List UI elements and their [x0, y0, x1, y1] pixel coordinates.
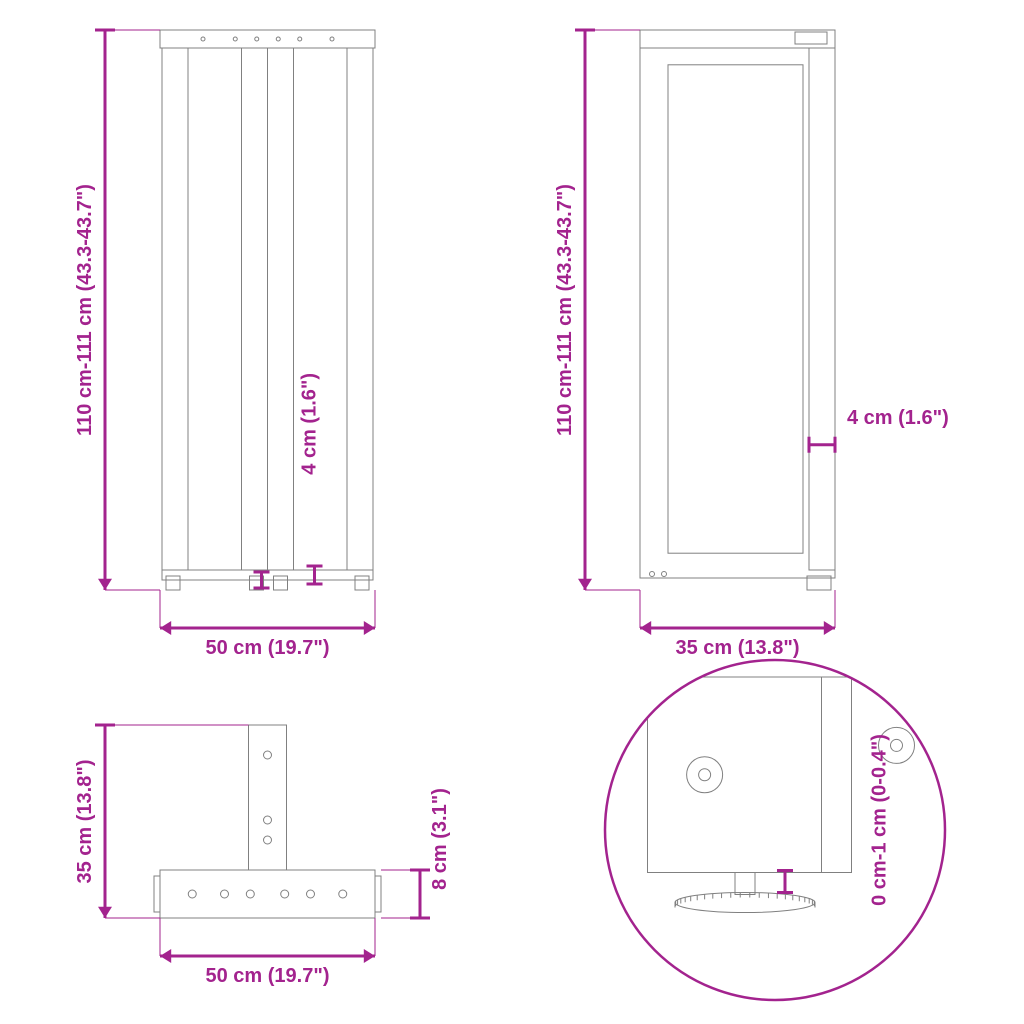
side-height-label: 110 cm-111 cm (43.3-43.7") — [554, 184, 576, 436]
front-view: 110 cm-111 cm (43.3-43.7") 50 cm (19.7") 4… — [74, 30, 375, 659]
front-height-label: 110 cm-111 cm (43.3-43.7") — [74, 184, 96, 436]
side-rail-label: 4 cm (1.6") — [847, 407, 949, 429]
side-width-label: 35 cm (13.8") — [676, 637, 800, 659]
front-rail-label: 4 cm (1.6") — [299, 373, 321, 475]
front-width-label: 50 cm (19.7") — [206, 637, 330, 659]
detail-view: 0 cm-1 cm (0-0.4") — [605, 660, 945, 1000]
top-view: 35 cm (13.8") 50 cm (19.7") 8 cm (3.1") — [74, 725, 451, 987]
dimension-diagram: 110 cm-111 cm (43.3-43.7") 50 cm (19.7") 4… — [0, 0, 1024, 1024]
top-width-label: 50 cm (19.7") — [206, 965, 330, 987]
top-baseh-label: 8 cm (3.1") — [429, 788, 451, 890]
detail-adjust-label: 0 cm-1 cm (0-0.4") — [869, 734, 891, 906]
side-view: 110 cm-111 cm (43.3-43.7") 35 cm (13.8") 4… — [554, 30, 949, 659]
top-depth-label: 35 cm (13.8") — [74, 760, 96, 884]
